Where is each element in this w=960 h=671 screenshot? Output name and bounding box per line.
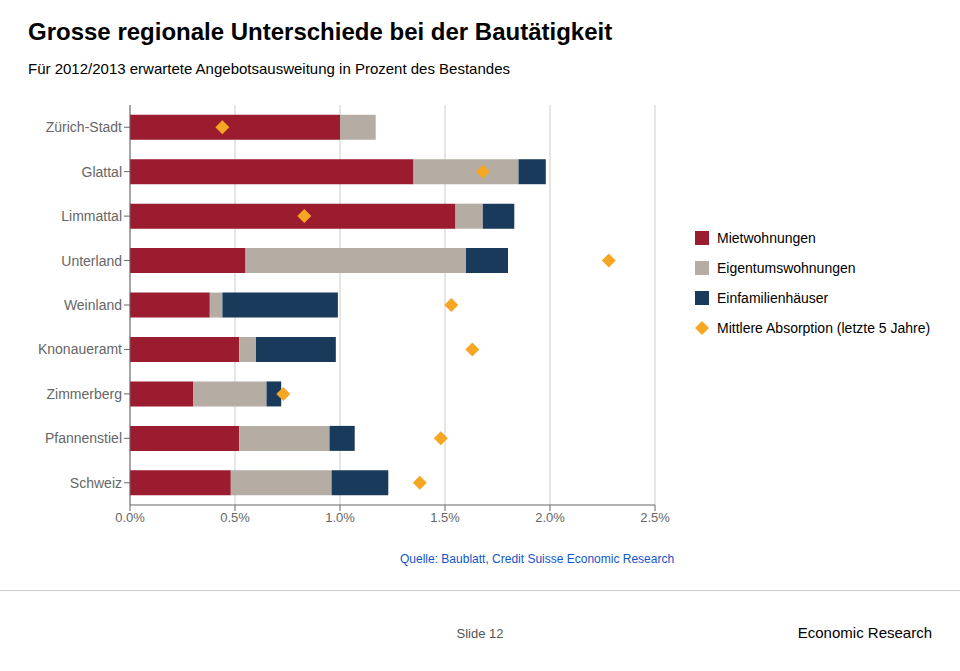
svg-text:Limmattal: Limmattal: [61, 208, 122, 224]
html-text:Mittlere Absorption (letzte 5: Mittlere Absorption (letzte 5 Jahre): [717, 320, 931, 336]
html-text:Quelle: Baublatt, Credit Suiss: Quelle: Baublatt, Credit Suisse Economic…: [400, 552, 675, 566]
svg-text:Pfannenstiel: Pfannenstiel: [45, 430, 122, 446]
svg-text:Knonaueramt: Knonaueramt: [38, 341, 122, 357]
html-text:Economic Research: Economic Research: [797, 624, 932, 641]
html-text:Slide 12: Slide 12: [456, 626, 504, 641]
html-text:Eigentumswohnungen: Eigentumswohnungen: [717, 260, 856, 276]
svg-text:Unterland: Unterland: [61, 253, 122, 269]
svg-text:2.5%: 2.5%: [640, 510, 670, 525]
svg-text:1.0%: 1.0%: [325, 510, 355, 525]
svg-text:1.5%: 1.5%: [430, 510, 460, 525]
html-text:Mietwohnungen: Mietwohnungen: [717, 230, 816, 246]
svg-text:0.0%: 0.0%: [115, 510, 145, 525]
html-text:Einfamilienhäuser: Einfamilienhäuser: [717, 290, 829, 306]
svg-text:Glattal: Glattal: [82, 164, 122, 180]
svg-text:Zürich-Stadt: Zürich-Stadt: [46, 119, 122, 135]
html-text:Für 2012/2013 erwartete Angebo: Für 2012/2013 erwartete Angebotsausweitu…: [28, 60, 510, 77]
svg-text:Zimmerberg: Zimmerberg: [47, 386, 122, 402]
svg-text:2.0%: 2.0%: [535, 510, 565, 525]
svg-text:Weinland: Weinland: [64, 297, 122, 313]
svg-text:0.5%: 0.5%: [220, 510, 250, 525]
html-text:Grosse regionale Unterschiede: Grosse regionale Unterschiede bei der Ba…: [28, 18, 613, 45]
svg-text:Schweiz: Schweiz: [70, 475, 122, 491]
